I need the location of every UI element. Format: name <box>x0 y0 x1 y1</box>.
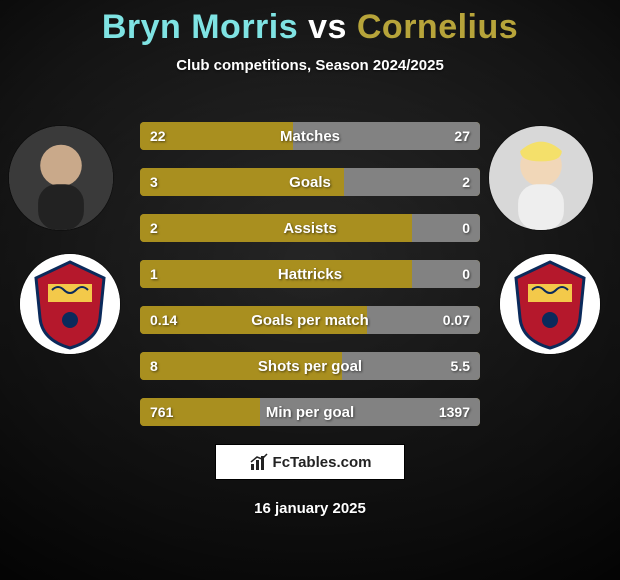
title-player2: Cornelius <box>357 8 518 46</box>
bar-fill-player2 <box>260 398 480 426</box>
stat-row: Goals32 <box>140 168 480 196</box>
bar-fill-player2 <box>412 260 480 288</box>
stat-row: Min per goal7611397 <box>140 398 480 426</box>
bar-fill-player1 <box>140 214 412 242</box>
stat-row: Matches2227 <box>140 122 480 150</box>
bar-fill-player1 <box>140 168 344 196</box>
bar-fill-player1 <box>140 260 412 288</box>
bar-fill-player2 <box>412 214 480 242</box>
club1-badge <box>20 254 120 354</box>
stat-row: Goals per match0.140.07 <box>140 306 480 334</box>
bar-fill-player1 <box>140 398 260 426</box>
logo-text: FcTables.com <box>273 454 372 471</box>
bar-fill-player2 <box>342 352 480 380</box>
chart-icon <box>249 452 269 472</box>
club2-badge <box>500 254 600 354</box>
bar-fill-player1 <box>140 352 342 380</box>
bar-fill-player1 <box>140 306 367 334</box>
stat-row: Hattricks10 <box>140 260 480 288</box>
stat-row: Shots per goal85.5 <box>140 352 480 380</box>
title-player1: Bryn Morris <box>102 8 298 46</box>
comparison-bars: Matches2227 Goals32 Assists20 Hattricks10 Go… <box>140 122 480 444</box>
bar-fill-player2 <box>344 168 480 196</box>
bar-fill-player1 <box>140 122 293 150</box>
title-vs: vs <box>308 8 347 46</box>
page-title: Bryn Morris vs Cornelius <box>0 0 620 47</box>
bar-fill-player2 <box>293 122 480 150</box>
date-text: 16 january 2025 <box>0 500 620 517</box>
bar-fill-player2 <box>367 306 480 334</box>
player1-avatar <box>9 126 113 230</box>
player2-avatar <box>489 126 593 230</box>
fctables-logo: FcTables.com <box>215 444 405 480</box>
subtitle: Club competitions, Season 2024/2025 <box>0 57 620 74</box>
stat-row: Assists20 <box>140 214 480 242</box>
